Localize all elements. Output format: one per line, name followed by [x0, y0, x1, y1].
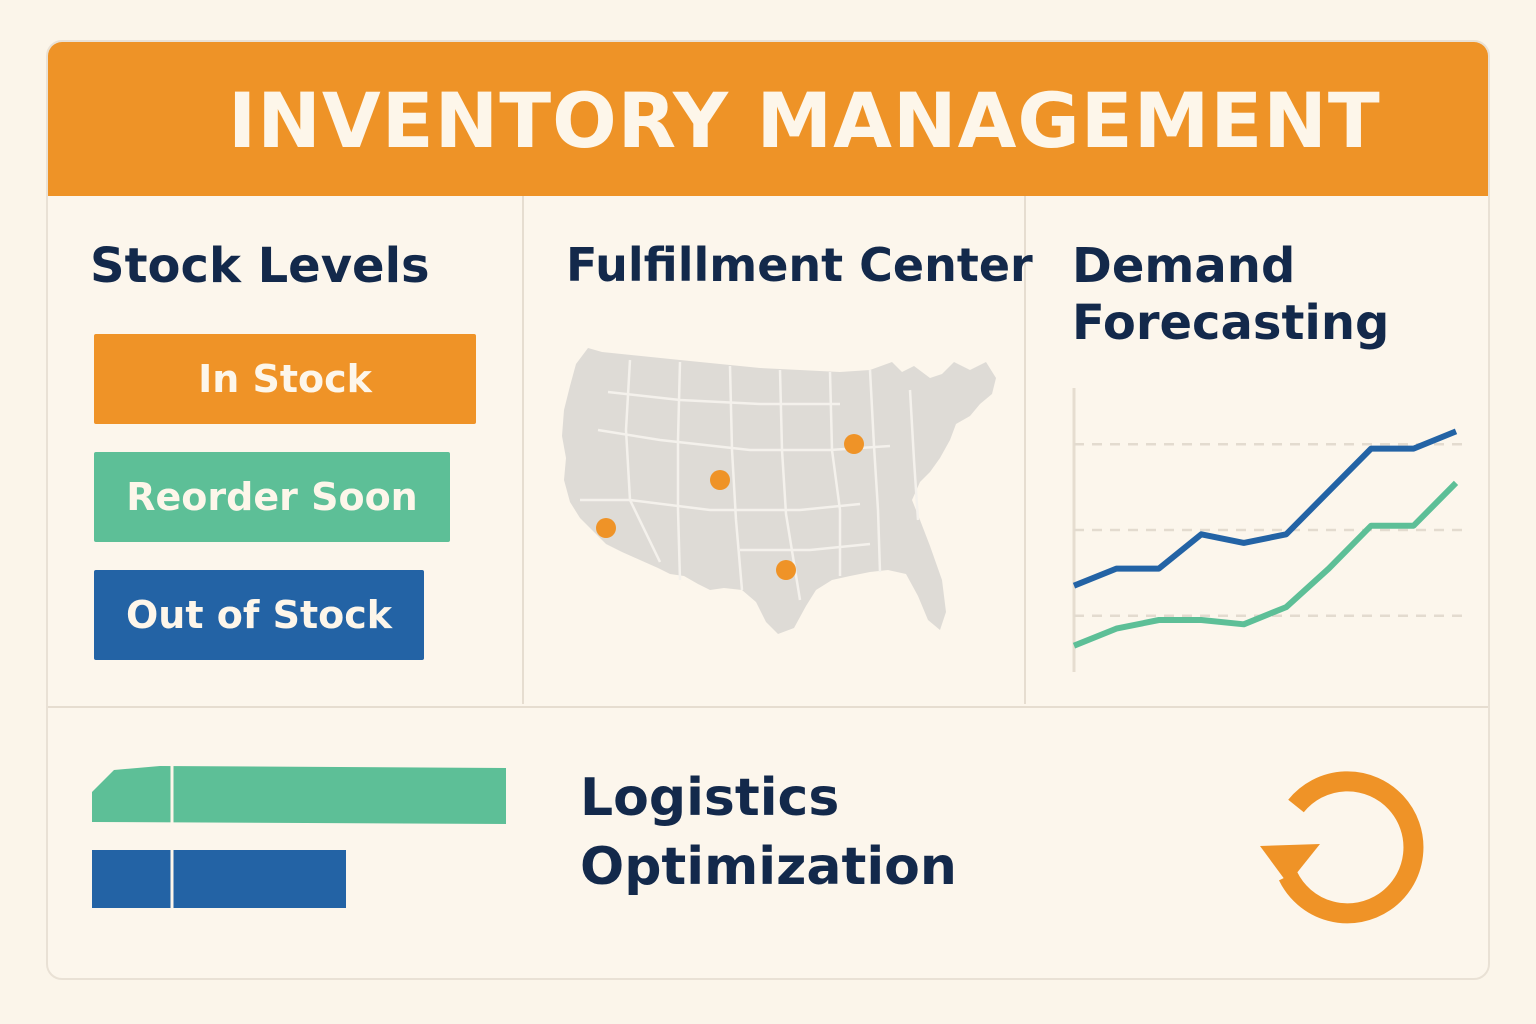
- refresh-icon[interactable]: [1208, 716, 1448, 956]
- logistics-bar-primary: [92, 766, 506, 824]
- in-stock-bar[interactable]: In Stock: [94, 334, 476, 424]
- fulfillment-marker[interactable]: [596, 518, 616, 538]
- fulfillment-marker[interactable]: [710, 470, 730, 490]
- stock-levels-title: Stock Levels: [90, 238, 430, 294]
- reorder-soon-bar[interactable]: Reorder Soon: [94, 452, 450, 542]
- fulfillment-center-title: Fulfillment Center: [566, 238, 1033, 292]
- dashboard-panel: INVENTORY MANAGEMENT Stock Levels In Sto…: [46, 40, 1490, 980]
- refresh-icon-arc: [1279, 771, 1424, 924]
- fulfillment-marker[interactable]: [844, 434, 864, 454]
- demand-forecasting-title-line1: Demand: [1072, 238, 1296, 294]
- logistics-title-line2: Optimization: [580, 836, 957, 897]
- refresh-icon-arrowhead: [1260, 844, 1320, 884]
- in-stock-label: In Stock: [198, 357, 372, 401]
- us-map-shape: [562, 348, 996, 634]
- out-of-stock-bar[interactable]: Out of Stock: [94, 570, 424, 660]
- reorder-soon-label: Reorder Soon: [126, 475, 418, 519]
- chart-series-line-1: [1072, 428, 1458, 589]
- divider: [48, 706, 1488, 708]
- page-title: INVENTORY MANAGEMENT: [228, 76, 1381, 165]
- divider: [522, 196, 524, 704]
- fulfillment-marker[interactable]: [776, 560, 796, 580]
- fulfillment-markers: [596, 434, 864, 580]
- header-banner: INVENTORY MANAGEMENT: [48, 42, 1488, 196]
- divider: [1024, 196, 1026, 704]
- chart-series: [1072, 428, 1459, 649]
- logistics-bar-secondary: [92, 850, 346, 908]
- chart-series-line-2: [1072, 480, 1459, 649]
- logistics-optimization-title: Logistics Optimization: [580, 764, 957, 901]
- us-map: [562, 348, 996, 634]
- state-borders: [580, 359, 920, 601]
- logistics-title-line1: Logistics: [580, 768, 840, 828]
- logistics-bars: [92, 764, 506, 908]
- demand-forecasting-title: Demand Forecasting: [1072, 238, 1389, 351]
- demand-forecasting-title-line2: Forecasting: [1072, 294, 1390, 351]
- chart-gridlines: [1074, 443, 1462, 617]
- out-of-stock-label: Out of Stock: [125, 593, 393, 637]
- demand-forecast-chart: [1072, 388, 1462, 672]
